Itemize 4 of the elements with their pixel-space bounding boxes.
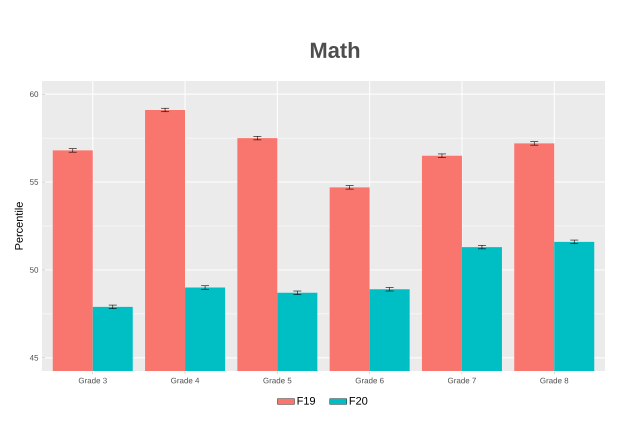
chart-title: Math bbox=[310, 42, 360, 58]
legend-label: F20 bbox=[350, 396, 368, 405]
y-axis-title: Percentile bbox=[14, 202, 23, 250]
legend-label: F19 bbox=[298, 396, 316, 405]
